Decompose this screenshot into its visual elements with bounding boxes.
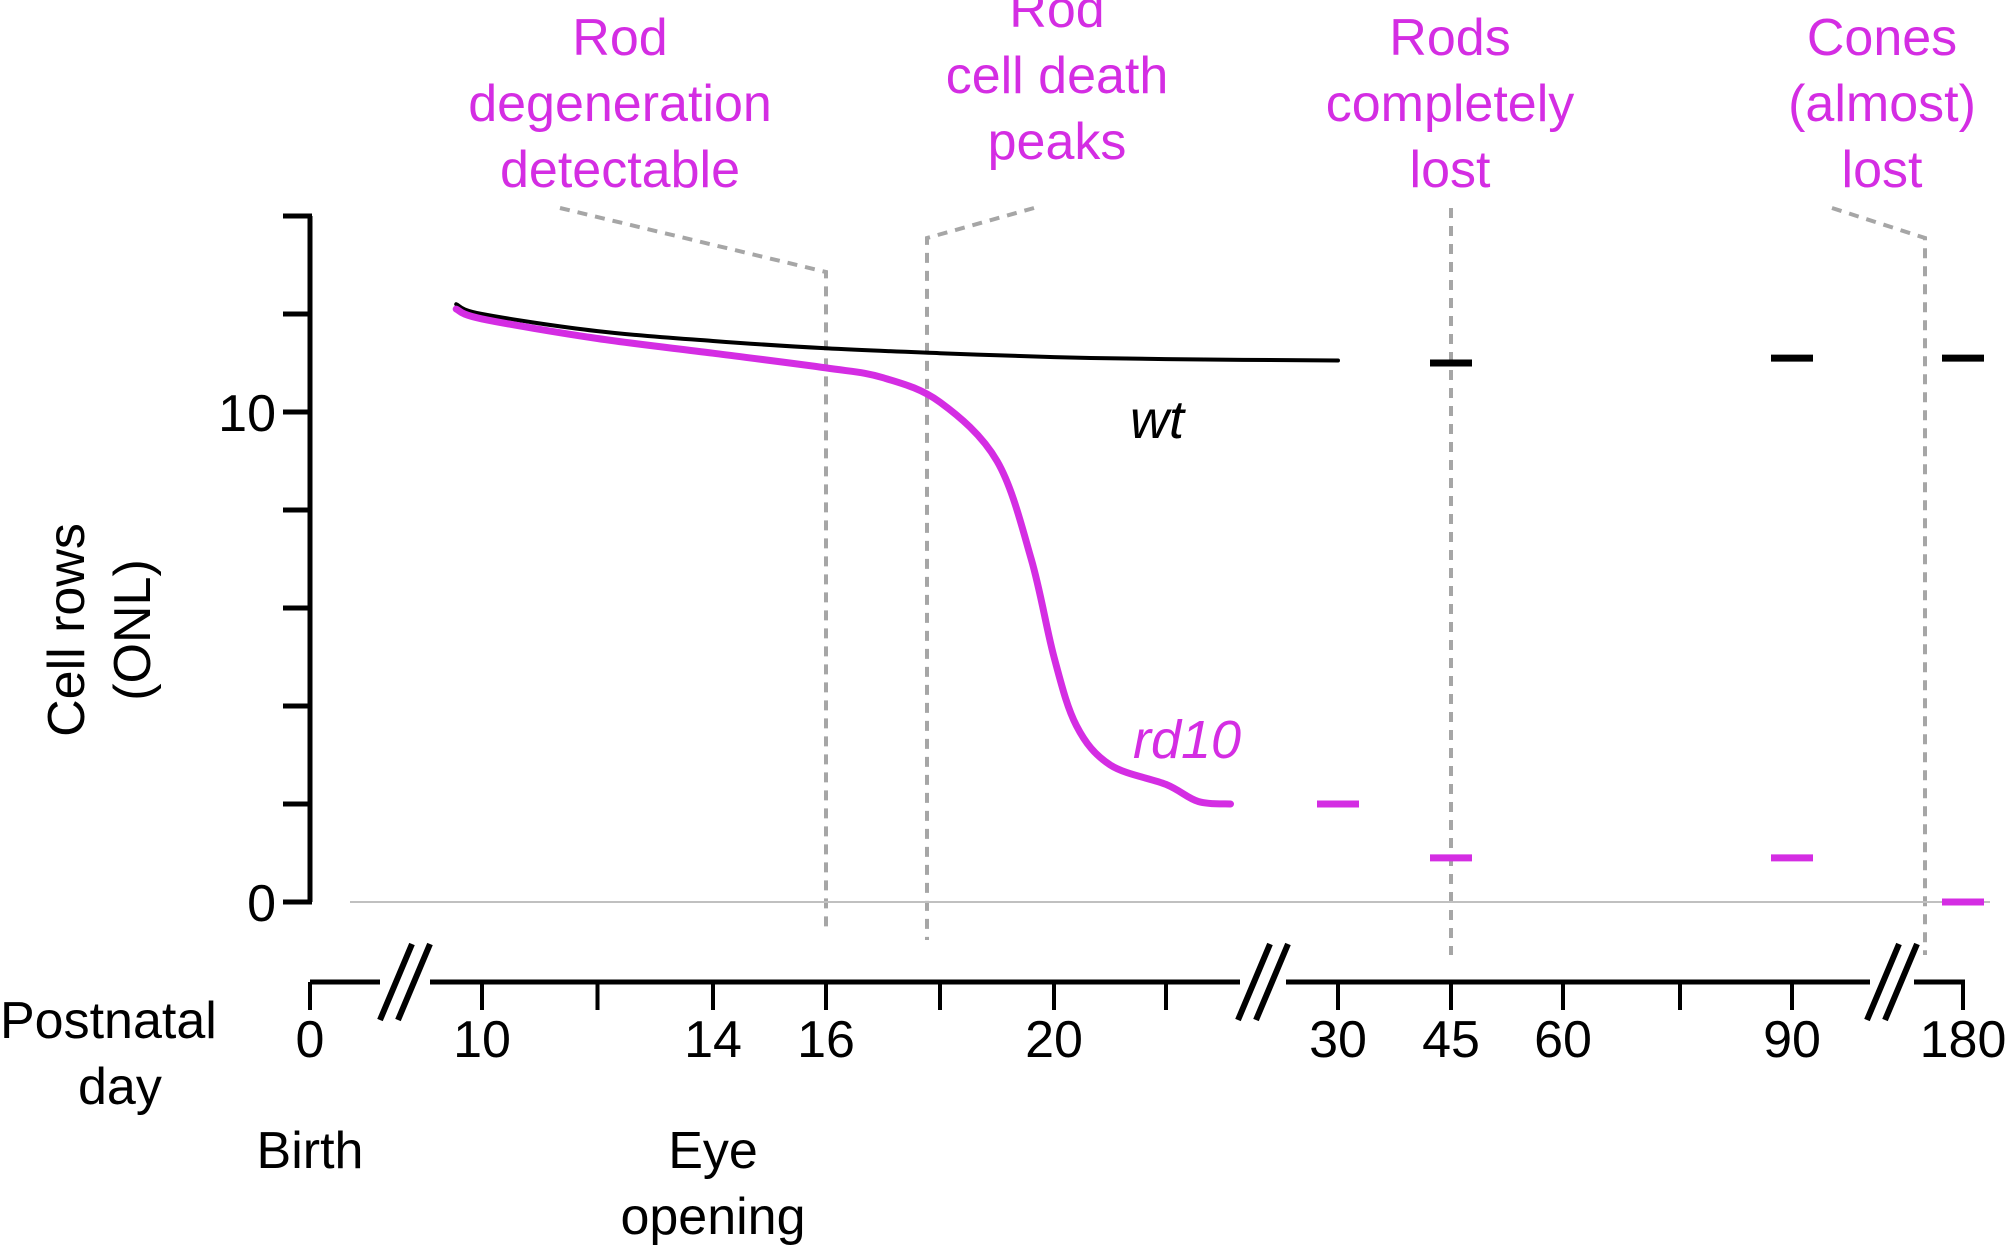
x-tick-label-0: 0 <box>296 1011 325 1069</box>
series-label-rd10: rd10 <box>1133 710 1241 770</box>
x-tick-label-30: 30 <box>1309 1011 1367 1069</box>
x-tick-label-60: 60 <box>1534 1011 1592 1069</box>
milestone-label-2-line2: lost <box>1410 141 1491 199</box>
y-tick-label-10: 10 <box>218 385 276 443</box>
series-line-wt <box>454 302 1340 363</box>
milestone-label-0-line1: degeneration <box>468 75 772 133</box>
x-tick-label-16: 16 <box>797 1011 855 1069</box>
series-line-rd10 <box>452 305 1234 808</box>
milestone-guide-3 <box>1831 206 1927 955</box>
milestone-guide-1 <box>925 206 1035 940</box>
milestone-label-3-line1: (almost) <box>1788 75 1976 133</box>
milestone-label-0-line0: Rod <box>572 9 667 67</box>
x-axis-title-line2: day <box>78 1058 162 1116</box>
y-axis-title-line2: (ONL) <box>104 559 162 701</box>
x-axis-break-2-0 <box>1864 942 1902 1022</box>
x-axis-break-0-1 <box>395 942 433 1022</box>
x-tick-label-180: 180 <box>1920 1011 2007 1069</box>
series-label-wt: wt <box>1130 390 1186 450</box>
event-label-1-line0: Eye <box>668 1122 758 1180</box>
plot-area <box>452 302 1984 906</box>
y-tick-label-0: 0 <box>247 875 276 933</box>
milestone-label-3-line0: Cones <box>1807 9 1957 67</box>
y-axis: 0 10 <box>218 213 1990 933</box>
milestone-annotations: Rod degeneration detectable Rod cell death pe… <box>468 0 1976 199</box>
x-axis-title-line1: Postnatal <box>0 992 217 1050</box>
x-tick-label-14: 14 <box>684 1011 742 1069</box>
milestone-label-2-line1: completely <box>1326 75 1575 133</box>
milestone-guide-0 <box>559 206 828 932</box>
x-axis-break-0-0 <box>377 942 415 1022</box>
x-axis-break-1-0 <box>1235 942 1273 1022</box>
event-label-1-line1: opening <box>620 1188 805 1246</box>
milestone-guide-lines <box>559 206 1927 955</box>
milestone-label-1-line1: cell death <box>946 47 1169 105</box>
x-axis-break-2-1 <box>1882 942 1920 1022</box>
x-axis-break-1-1 <box>1253 942 1291 1022</box>
x-tick-label-45: 45 <box>1422 1011 1480 1069</box>
y-axis-title-line1: Cell rows <box>38 523 96 737</box>
x-tick-label-20: 20 <box>1025 1011 1083 1069</box>
x-axis: 0 10 14 16 20 30 45 60 90 180 Birth Eye opening <box>257 942 2007 1246</box>
milestone-label-1-line2: peaks <box>988 113 1127 171</box>
x-tick-label-10: 10 <box>453 1011 511 1069</box>
milestone-label-3-line2: lost <box>1842 141 1923 199</box>
event-label-0-line0: Birth <box>257 1122 364 1180</box>
milestone-label-1-line0: Rod <box>1009 0 1104 39</box>
milestone-label-2-line0: Rods <box>1389 9 1510 67</box>
milestone-label-0-line2: detectable <box>500 141 740 199</box>
x-tick-label-90: 90 <box>1763 1011 1821 1069</box>
